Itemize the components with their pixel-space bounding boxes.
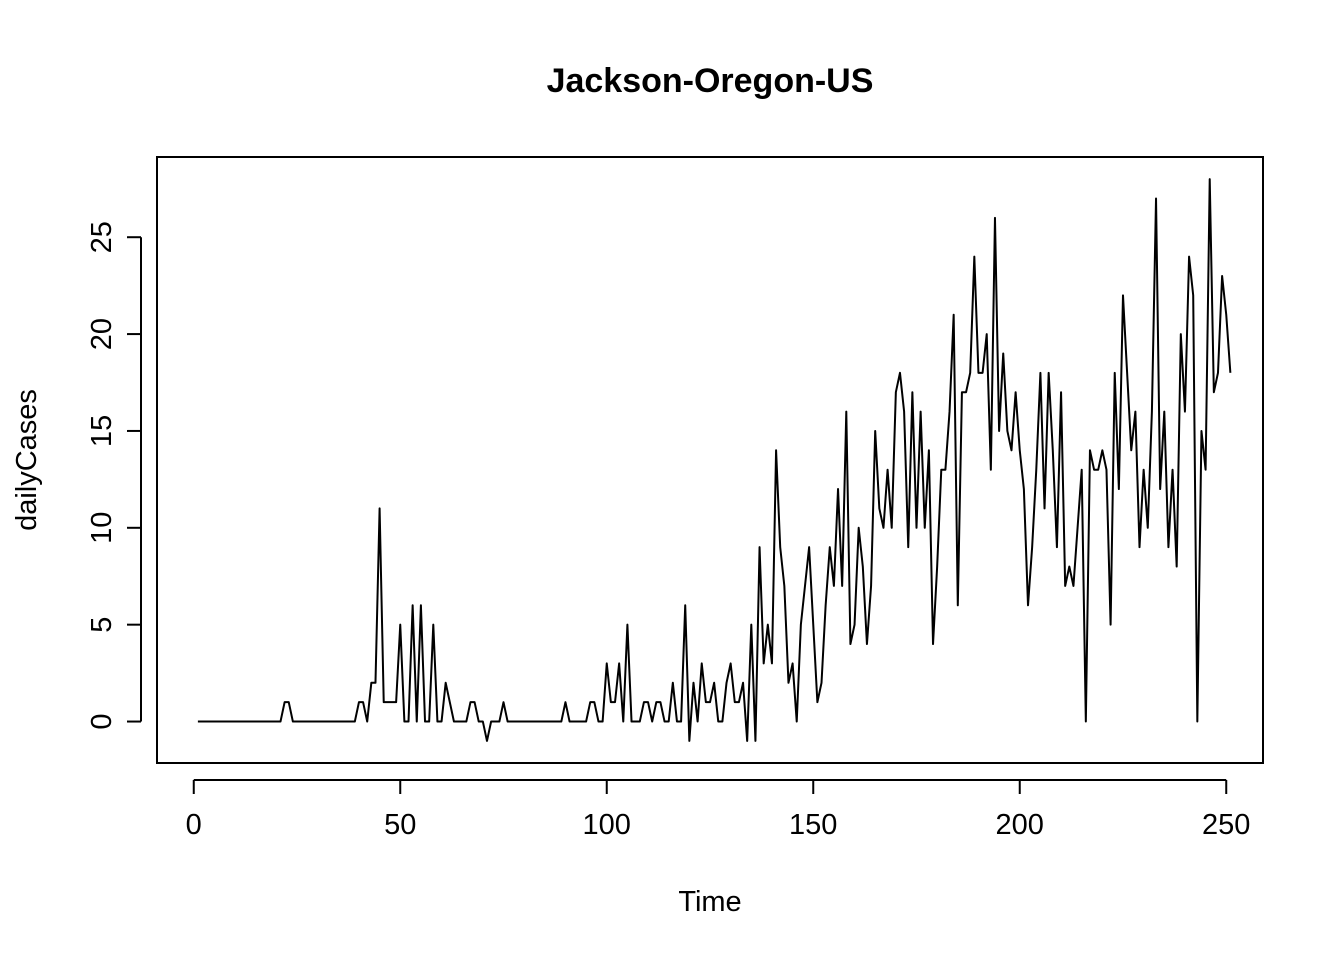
- y-axis-label: dailyCases: [11, 389, 43, 531]
- y-tick-label: 25: [86, 221, 118, 253]
- y-tick-label: 10: [86, 512, 118, 544]
- x-tick-label: 200: [996, 809, 1044, 841]
- x-tick-label: 50: [384, 809, 416, 841]
- y-tick-label: 20: [86, 318, 118, 350]
- plot-series: [197, 178, 1232, 742]
- y-tick-label: 5: [86, 617, 118, 633]
- plot-frame: [156, 156, 1264, 764]
- x-axis-label: Time: [678, 886, 741, 918]
- y-axis: 0 5 10 15 20 25: [86, 221, 142, 730]
- x-tick-label: 0: [186, 809, 202, 841]
- series-line: [197, 178, 1232, 742]
- x-tick-label: 150: [789, 809, 837, 841]
- chart-title: Jackson-Oregon-US: [547, 62, 874, 100]
- x-tick-label: 250: [1202, 809, 1250, 841]
- x-tick-label: 100: [583, 809, 631, 841]
- y-tick-label: 0: [86, 713, 118, 729]
- y-tick-label: 15: [86, 415, 118, 447]
- x-axis: 0 50 100 150 200 250: [186, 779, 1250, 841]
